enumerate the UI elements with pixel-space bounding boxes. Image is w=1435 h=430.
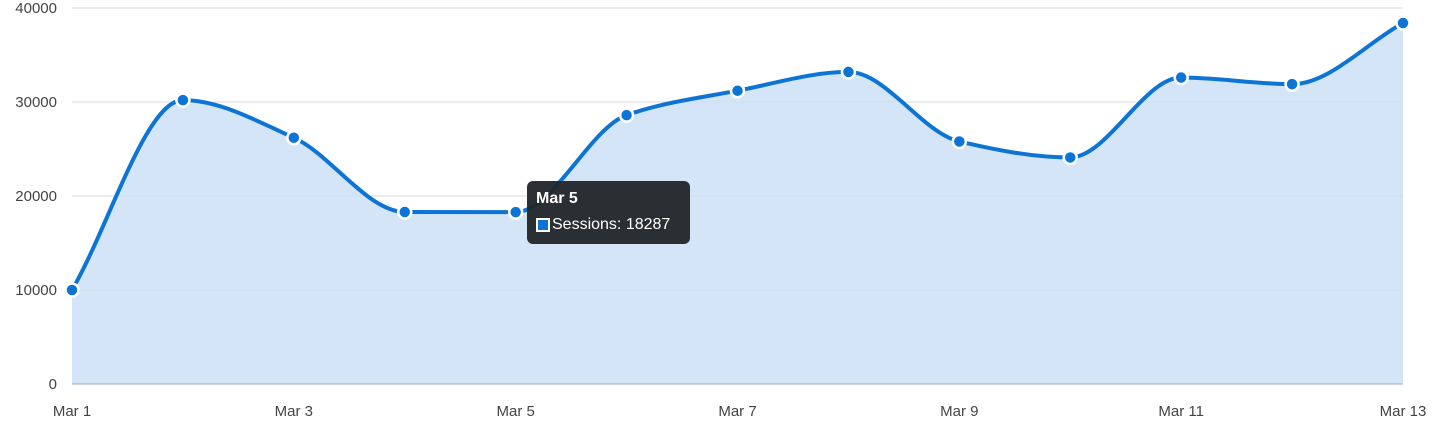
data-point-10[interactable] [1062,149,1078,166]
tooltip-row: Sessions: 18287 [536,215,681,235]
data-points [64,15,1411,298]
y-tick-label-40000: 40000 [15,0,57,17]
data-point-4[interactable] [397,204,413,220]
tooltip: Mar 5 Sessions: 18287 [527,181,690,244]
x-tick-label: Mar 5 [496,403,534,420]
tooltip-title: Mar 5 [536,190,578,207]
data-point-2[interactable] [175,92,191,108]
y-axis-ticks: 0 10000 20000 30000 40000 [15,0,57,393]
series-area-sessions [72,23,1403,384]
tooltip-color-swatch [536,218,550,232]
data-point-1[interactable] [64,282,80,298]
y-tick-label-10000: 10000 [15,282,57,299]
data-point-11[interactable] [1173,69,1189,86]
data-point-3[interactable] [286,129,302,146]
y-tick-label-20000: 20000 [15,188,57,205]
data-point-6[interactable] [618,107,635,123]
y-tick-label-0: 0 [49,376,57,393]
x-tick-label: Mar 7 [718,403,756,420]
data-point-12[interactable] [1284,76,1300,92]
x-tick-label: Mar 3 [275,403,313,420]
data-point-9[interactable] [951,133,968,150]
data-point-8[interactable] [840,64,857,80]
x-tick-label: Mar 13 [1380,403,1427,420]
y-tick-label-30000: 30000 [15,94,57,111]
x-tick-label: Mar 9 [940,403,978,420]
tooltip-label: Sessions: 18287 [552,216,671,233]
area-layer [72,23,1403,384]
data-point-5[interactable] [507,204,524,220]
x-tick-label: Mar 11 [1158,403,1204,420]
data-point-13[interactable] [1395,15,1411,31]
x-axis-ticks: Mar 1 Mar 3 Mar 5 Mar 7 Mar 9 Mar 11 Mar 13 [53,403,1427,420]
x-tick-label: Mar 1 [53,403,91,420]
data-point-7[interactable] [729,82,746,99]
